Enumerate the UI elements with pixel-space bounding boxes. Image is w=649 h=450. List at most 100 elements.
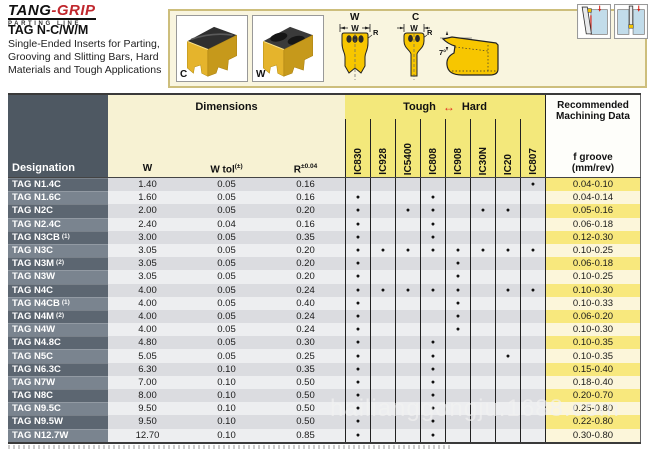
grade-dot-ic808: ● — [420, 230, 445, 244]
grade-dot-ic808: ● — [420, 415, 445, 429]
application-icon-grooving — [614, 4, 648, 39]
grade-dot-ic928 — [370, 204, 395, 218]
grade-dot-ic20 — [495, 296, 520, 310]
f-groove-cell: 0.12-0.30 — [545, 230, 641, 244]
w-tol-cell: 0.05 — [187, 191, 266, 205]
drawing-front-view-w: W R — [339, 24, 378, 80]
designation-cell: TAG N3M (2) — [8, 257, 108, 271]
w-tol-cell: 0.05 — [187, 230, 266, 244]
designation-cell: TAG N2C — [8, 204, 108, 218]
grade-dot-ic908: ● — [445, 296, 470, 310]
grade-dot-ic808: ● — [420, 428, 445, 442]
photo-label-w: W — [256, 69, 266, 80]
grade-dot-ic808 — [420, 257, 445, 271]
designation-cell: TAG N12.7W — [8, 428, 108, 442]
designation-cell: TAG N4W — [8, 323, 108, 337]
angle-label: 7° — [439, 48, 446, 57]
grade-dot-ic5400: ● — [395, 283, 420, 297]
grade-dot-ic928 — [370, 270, 395, 284]
grade-dot-ic928 — [370, 362, 395, 376]
table-row: TAG N3C 3.05 0.05 0.20 ● ● ● ● ● ● ● ● 0… — [8, 243, 641, 258]
designation-cell: TAG N8C — [8, 389, 108, 403]
grade-dot-ic830: ● — [345, 389, 370, 403]
grade-dot-ic30n — [470, 191, 495, 205]
grade-dot-ic20 — [495, 336, 520, 350]
grade-dot-ic830: ● — [345, 349, 370, 363]
r-cell: 0.16 — [266, 217, 345, 231]
grade-dot-ic20 — [495, 257, 520, 271]
grade-dot-ic30n — [470, 428, 495, 442]
grade-dot-ic830: ● — [345, 336, 370, 350]
grade-dot-ic928 — [370, 415, 395, 429]
grade-dot-ic908: ● — [445, 257, 470, 271]
designation-cell: TAG N9.5W — [8, 415, 108, 429]
grade-dot-ic808: ● — [420, 389, 445, 403]
grade-column-header: IC807 — [520, 119, 545, 177]
grade-dot-ic30n — [470, 415, 495, 429]
f-groove-cell: 0.18-0.40 — [545, 375, 641, 389]
grade-dot-ic20 — [495, 178, 520, 192]
w-tol-cell: 0.05 — [187, 257, 266, 271]
grade-dot-ic5400 — [395, 270, 420, 284]
grade-dot-ic807 — [520, 323, 545, 337]
grade-dot-ic807 — [520, 428, 545, 442]
w-tol-cell: 0.05 — [187, 336, 266, 350]
grade-dot-ic830: ● — [345, 243, 370, 258]
grade-dot-ic808 — [420, 178, 445, 192]
grade-dot-ic5400 — [395, 375, 420, 389]
grade-dot-ic30n — [470, 296, 495, 310]
f-groove-cell: 0.04-0.10 — [545, 178, 641, 192]
r-cell: 0.35 — [266, 362, 345, 376]
grade-dot-ic830 — [345, 178, 370, 192]
grade-column-header: IC30N — [470, 119, 495, 177]
w-cell: 8.00 — [108, 389, 187, 403]
w-cell: 1.60 — [108, 191, 187, 205]
grade-dot-ic928 — [370, 257, 395, 271]
r-cell: 0.50 — [266, 415, 345, 429]
grade-dot-ic20: ● — [495, 283, 520, 297]
grade-dot-ic5400 — [395, 336, 420, 350]
w-cell: 9.50 — [108, 402, 187, 416]
f-groove-cell: 0.10-0.30 — [545, 283, 641, 297]
designation-cell: TAG N6.3C — [8, 362, 108, 376]
r-cell: 0.50 — [266, 389, 345, 403]
grade-dot-ic20 — [495, 309, 520, 324]
r-cell: 0.16 — [266, 178, 345, 192]
w-cell: 5.05 — [108, 349, 187, 363]
grade-dot-ic830: ● — [345, 283, 370, 297]
grade-dot-ic807 — [520, 415, 545, 429]
grade-dot-ic908 — [445, 402, 470, 416]
grade-dot-ic928 — [370, 349, 395, 363]
grade-dot-ic5400 — [395, 191, 420, 205]
insert-w-image — [263, 26, 313, 77]
grade-dot-ic20 — [495, 375, 520, 389]
grade-dot-ic908 — [445, 178, 470, 192]
page-description: Single-Ended Inserts for Parting, Groovi… — [8, 38, 161, 76]
f-groove-cell: 0.10-0.33 — [545, 296, 641, 310]
f-groove-cell: 0.30-0.80 — [545, 428, 641, 442]
grade-dot-ic808: ● — [420, 402, 445, 416]
grade-dot-ic5400 — [395, 389, 420, 403]
grade-dot-ic830: ● — [345, 257, 370, 271]
f-groove-cell: 0.06-0.18 — [545, 257, 641, 271]
f-groove-cell: 0.25-0.80 — [545, 402, 641, 416]
grade-dot-ic5400 — [395, 230, 420, 244]
grade-dot-ic808 — [420, 296, 445, 310]
grade-dot-ic928 — [370, 178, 395, 192]
logo-tang: TANG — [8, 2, 52, 19]
w-tol-cell: 0.10 — [187, 375, 266, 389]
w-tol-cell: 0.05 — [187, 349, 266, 363]
tough-hard-arrow-icon: ↔ — [442, 100, 455, 114]
grade-dot-ic20 — [495, 415, 520, 429]
grade-dot-ic807: ● — [520, 178, 545, 192]
r-cell: 0.20 — [266, 204, 345, 218]
table-row: TAG N1.4C 1.40 0.05 0.16 ● 0.04-0.10 — [8, 178, 641, 192]
grade-dot-ic928 — [370, 336, 395, 350]
grade-column-header: IC5400 — [395, 119, 420, 177]
r-cell: 0.30 — [266, 336, 345, 350]
w-cell: 9.50 — [108, 415, 187, 429]
grade-dot-ic808: ● — [420, 362, 445, 376]
dimensions-header: Dimensions W W tol(±) R±0.04 — [108, 95, 345, 177]
tanggrip-logo: TANG-GRIP PARTING LINE — [8, 3, 96, 27]
f-groove-cell: 0.04-0.14 — [545, 191, 641, 205]
